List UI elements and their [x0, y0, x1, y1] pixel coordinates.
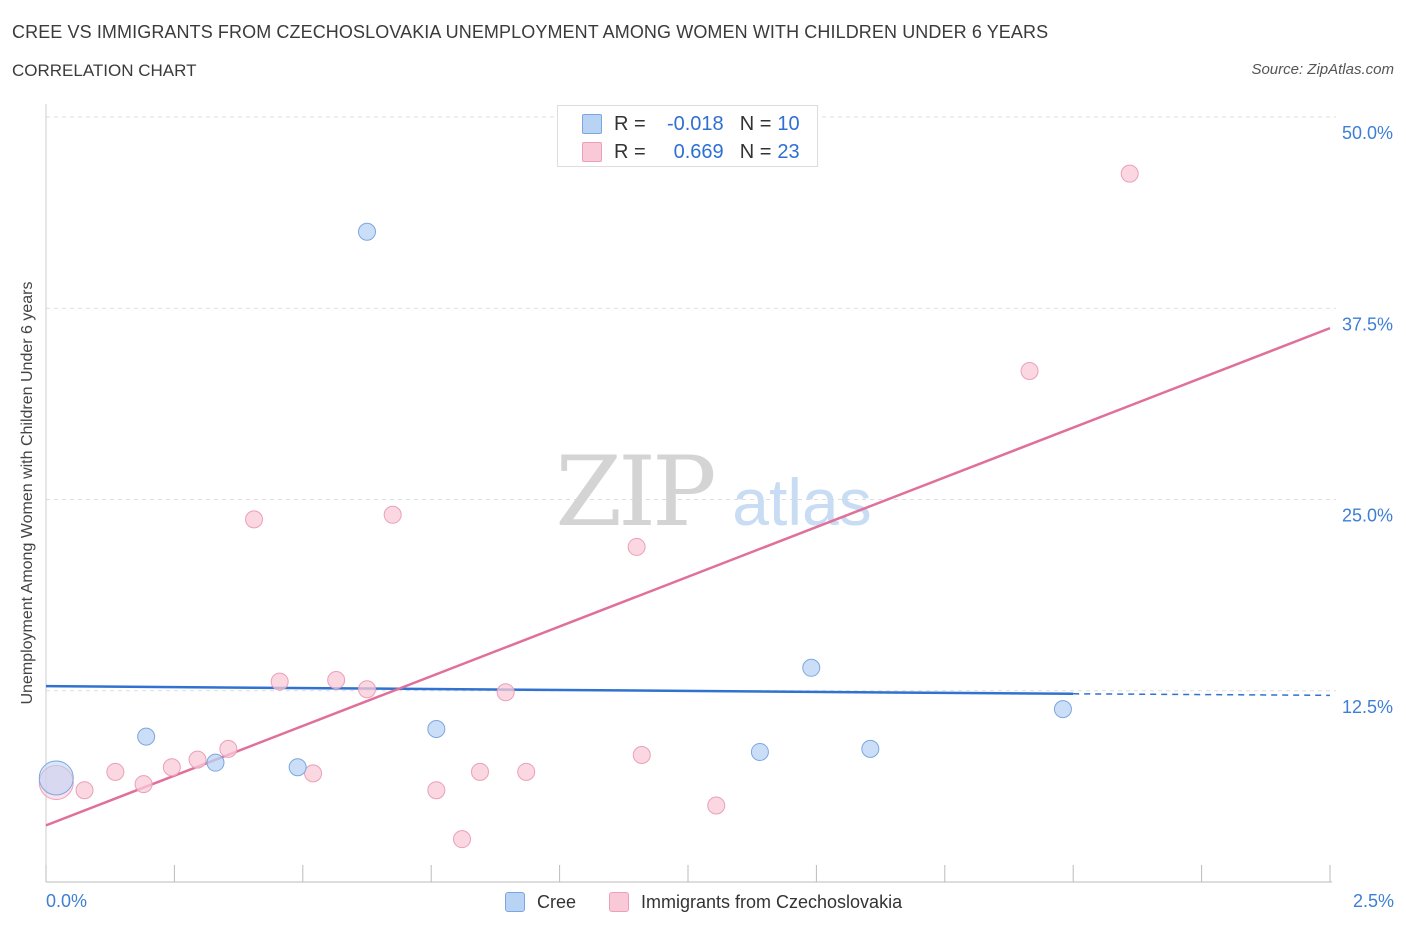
cree-legend-label: Cree — [537, 891, 577, 912]
chart-subtitle: CORRELATION CHART — [12, 61, 197, 80]
czech-legend-label: Immigrants from Czechoslovakia — [641, 891, 903, 912]
czech-point — [627, 537, 646, 556]
czech-point — [496, 683, 515, 702]
legend-item-czech[interactable]: Immigrants from Czechoslovakia — [609, 890, 902, 914]
cree-point — [206, 753, 225, 772]
czech-point — [188, 750, 207, 769]
cree-point — [358, 222, 376, 241]
r-label: R = — [614, 140, 646, 163]
n-value: 23 — [777, 140, 800, 163]
czech-point — [517, 762, 536, 781]
czech-point — [327, 671, 346, 690]
watermark-zip: ZIP — [555, 436, 714, 548]
n-label: N = — [739, 140, 772, 163]
cree-point — [137, 727, 156, 746]
n-label: N = — [739, 112, 772, 135]
czech-point — [75, 781, 94, 800]
cree-point — [750, 742, 769, 761]
cree-swatch — [582, 114, 602, 134]
trend-lines — [45, 326, 1331, 827]
czech-point — [707, 796, 726, 815]
r-value: -0.018 — [666, 112, 724, 135]
czech-point — [632, 746, 651, 765]
data-points — [38, 164, 1139, 849]
czech-point — [383, 505, 402, 524]
czech-point — [453, 830, 472, 849]
y-tick-label: 50.0% — [1342, 123, 1393, 143]
czech-point — [134, 775, 153, 794]
cree-trend-line — [45, 684, 1074, 696]
legend-item-cree[interactable]: Cree — [505, 890, 576, 914]
tick-labels: 12.5% 25.0% 37.5% 50.0% — [1342, 123, 1393, 717]
axes — [45, 104, 1332, 883]
chart-title: CREE VS IMMIGRANTS FROM CZECHOSLOVAKIA U… — [12, 22, 1049, 42]
gridlines — [46, 116, 1336, 692]
czech-point — [358, 680, 376, 699]
cree-point — [38, 760, 74, 796]
y-tick-label: 25.0% — [1342, 506, 1393, 526]
czech-swatch — [582, 142, 602, 162]
czech-point — [304, 764, 323, 783]
r-value: 0.669 — [673, 140, 724, 163]
czech-point — [270, 672, 289, 691]
czech-point — [427, 781, 446, 800]
watermark: ZIP atlas — [555, 436, 871, 548]
stats-legend: R = -0.018 N = 10 R = 0.669 N = 23 — [557, 105, 818, 167]
czech-point — [219, 739, 238, 758]
czech-point — [1120, 164, 1139, 183]
cree-legend-swatch — [505, 892, 525, 912]
y-tick-label: 12.5% — [1342, 697, 1393, 717]
czech-point — [470, 762, 489, 781]
czech-point — [162, 758, 181, 777]
watermark-atlas: atlas — [732, 465, 871, 539]
cree-point — [802, 658, 821, 677]
r-label: R = — [614, 112, 646, 135]
y-tick-label: 37.5% — [1342, 314, 1393, 334]
czech-legend-swatch — [609, 892, 629, 912]
stats-legend-row-czech: R = 0.669 N = 23 — [582, 140, 800, 164]
x-tick-label-min: 0.0% — [46, 891, 88, 911]
cree-point — [1053, 700, 1072, 719]
czech-point — [245, 510, 264, 529]
cree-point — [861, 739, 880, 758]
cree-point — [427, 720, 446, 738]
source-label: Source: ZipAtlas.com — [1251, 61, 1394, 78]
cree-trend-line-extension — [1073, 693, 1331, 697]
x-tick-label-max: 2.5% — [1352, 891, 1394, 911]
czech-point — [1020, 361, 1039, 380]
czech-point — [106, 762, 125, 781]
czech-trend-line — [45, 326, 1331, 827]
stats-legend-row-cree: R = -0.018 N = 10 — [582, 112, 800, 136]
n-value: 10 — [777, 112, 800, 135]
cree-point — [288, 758, 307, 777]
